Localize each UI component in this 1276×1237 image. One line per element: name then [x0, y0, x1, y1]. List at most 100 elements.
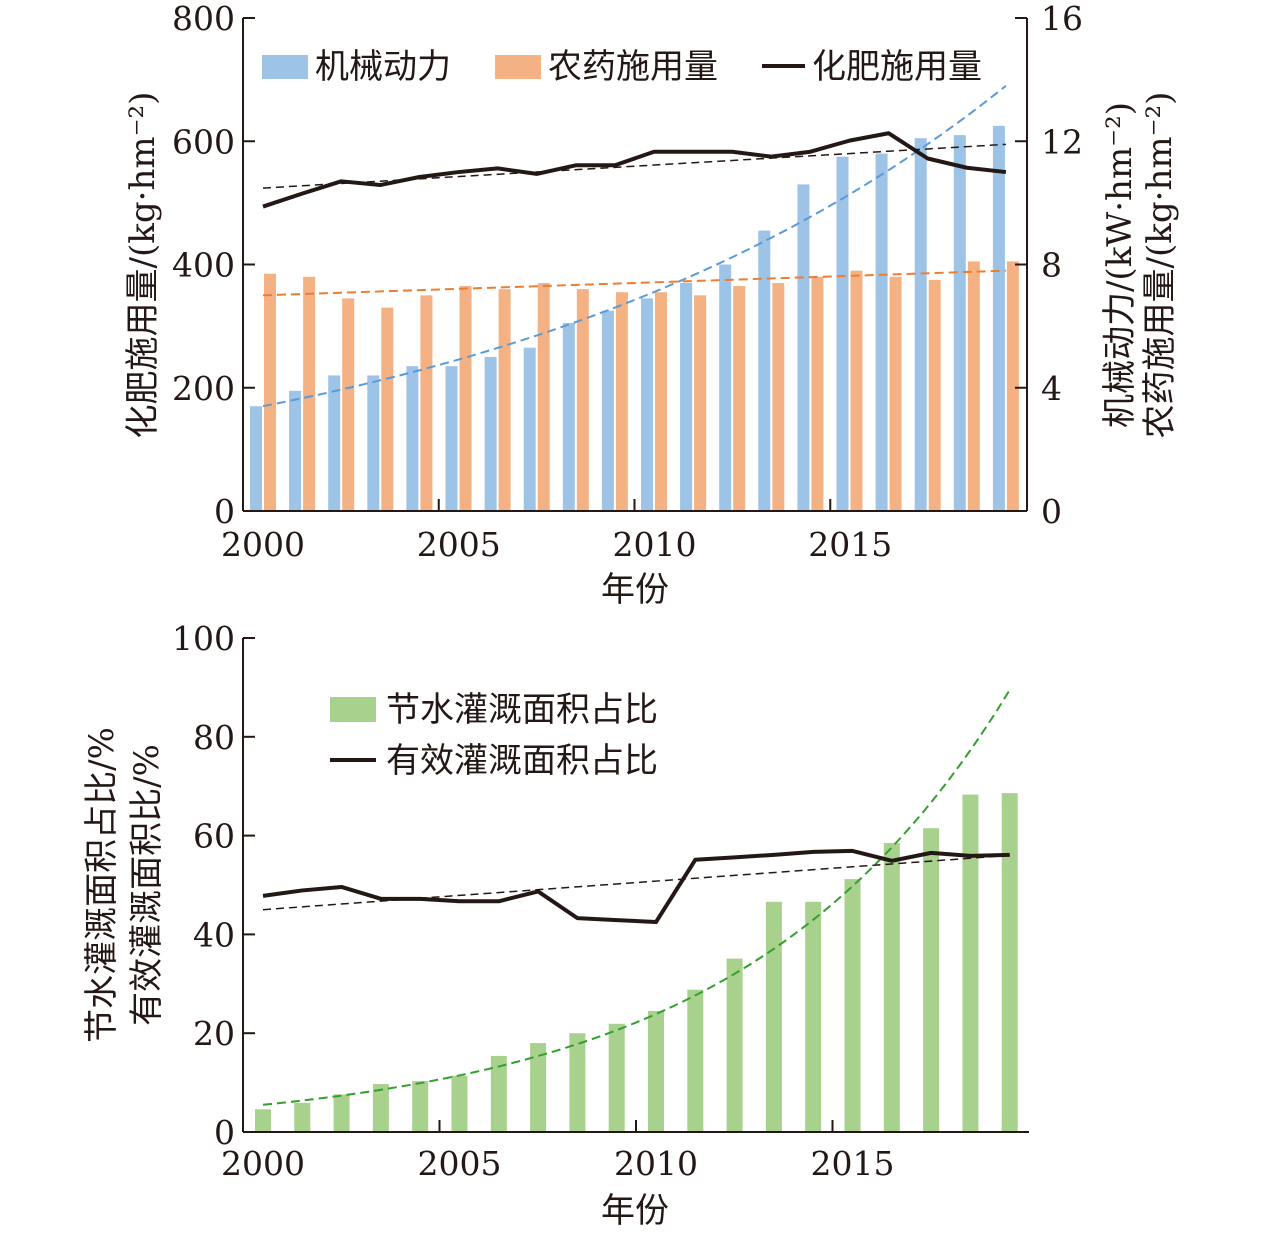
right-tick-label: 4 — [1041, 369, 1062, 408]
pesticide-bar — [303, 276, 316, 511]
machinery-bar — [914, 138, 927, 511]
machinery-bar — [328, 375, 341, 511]
water-saving-bar — [883, 843, 900, 1132]
left-tick-label: 600 — [172, 122, 235, 161]
pesticide-bar — [498, 289, 511, 511]
water-saving-bar — [648, 1010, 664, 1132]
bottom-xlabel: 年份 — [601, 1191, 669, 1231]
bottom-axis-label-2: 有效灌溉面积比/% — [127, 744, 167, 1026]
pesticide-bar — [811, 276, 824, 511]
top-ticks: 0 200 400 600 800 0 4 8 12 16 2000 2005 2010 2015 — [172, 0, 1083, 564]
x-tick-label: 2005 — [418, 1144, 502, 1183]
water-saving-bar — [844, 879, 861, 1132]
left-tick-label: 0 — [214, 1113, 235, 1152]
pesticide-bar — [264, 273, 276, 511]
top-left-axis-label: 化肥施用量/(kg·hm⁻²) — [123, 92, 163, 439]
x-tick-label: 2015 — [811, 1144, 895, 1183]
top-lines — [262, 131, 1007, 209]
fertilizer-line — [262, 131, 1007, 209]
machinery-bar — [250, 406, 262, 511]
water-saving-bar — [372, 1084, 389, 1132]
bottom-ylabel-line1: 节水灌溉面积占比/% — [82, 727, 122, 1043]
pesticide-bar — [459, 286, 472, 511]
left-tick-label: 100 — [172, 619, 235, 658]
pesticide-bar — [537, 282, 550, 511]
machinery-bar — [797, 184, 810, 511]
right-tick-label: 12 — [1041, 122, 1083, 161]
pesticide-bar — [850, 270, 863, 511]
x-tick-label: 2015 — [808, 525, 892, 564]
left-tick-label: 80 — [193, 718, 235, 757]
water-saving-bar — [451, 1075, 468, 1132]
right-tick-label: 16 — [1041, 0, 1083, 38]
top-legend: 机械动力 农药施用量 化肥施用量 — [262, 47, 982, 87]
machinery-bar — [601, 310, 614, 511]
pesticide-bar — [928, 279, 941, 511]
pesticide-bar — [342, 298, 355, 511]
pesticide-bar — [381, 307, 394, 511]
legend-swatch-machinery — [262, 55, 308, 79]
top-bars — [250, 125, 1019, 511]
top-xlabel: 年份 — [601, 570, 669, 610]
top-chart: 0 200 400 600 800 0 4 8 12 16 2000 2005 2010 2015 化肥施… — [123, 0, 1180, 610]
water-saving-bar — [412, 1081, 429, 1132]
water-saving-bar — [294, 1102, 311, 1132]
water-saving-bar — [255, 1109, 271, 1132]
pesticide-bar — [576, 289, 589, 511]
machinery-bar — [953, 135, 966, 511]
pesticide-bar — [694, 295, 707, 511]
machinery-bar — [875, 153, 888, 511]
top-trendlines — [262, 85, 1007, 408]
legend-swatch-pesticide — [495, 55, 541, 79]
machinery-bar — [719, 264, 732, 511]
water-saving-bar — [687, 989, 704, 1132]
machinery-bar — [562, 323, 575, 511]
legend-swatch-water-saving — [330, 697, 376, 722]
water-saving-bar — [805, 901, 822, 1132]
pesticide-bar — [967, 261, 980, 511]
machinery-bar — [289, 390, 302, 511]
legend-label-effective: 有效灌溉面积占比 — [386, 741, 658, 781]
fertilizer-trendline — [262, 143, 1006, 189]
water-saving-bar — [569, 1033, 586, 1132]
pesticide-bar — [615, 292, 628, 511]
machinery-bar — [367, 375, 380, 511]
water-saving-bar — [490, 1055, 507, 1132]
machinery-bar — [523, 347, 536, 511]
legend-label-pesticide: 农药施用量 — [548, 47, 718, 87]
effective-line — [262, 848, 1010, 925]
water-saving-bar — [962, 794, 979, 1132]
machinery-bar — [641, 298, 653, 511]
pesticide-bar — [733, 286, 746, 511]
water-saving-bar — [608, 1023, 625, 1132]
water-saving-bar — [530, 1043, 547, 1132]
bottom-ylabel-line2: 有效灌溉面积比/% — [127, 744, 167, 1026]
left-tick-label: 0 — [214, 492, 235, 531]
x-tick-label: 2005 — [417, 525, 501, 564]
top-axes — [242, 18, 1028, 512]
machinery-bar — [836, 156, 849, 511]
left-tick-label: 400 — [172, 246, 235, 285]
water-saving-bar — [333, 1094, 350, 1132]
bottom-legend: 节水灌溉面积占比 有效灌溉面积占比 — [330, 690, 658, 781]
bottom-ticks: 0 20 40 60 80 100 2000 2005 2010 2015 — [172, 619, 894, 1183]
top-right-axis-label: 机械动力/(kW·hm⁻²) — [1100, 102, 1140, 428]
machinery-bar — [680, 282, 693, 511]
pesticide-bar — [420, 295, 433, 511]
water-saving-bar — [726, 958, 743, 1132]
machinery-trendline — [262, 85, 1007, 408]
water-saving-trendline — [262, 689, 1011, 1106]
x-tick-label: 2000 — [221, 1144, 305, 1183]
x-tick-label: 2000 — [221, 525, 305, 564]
legend-label-fertilizer: 化肥施用量 — [812, 47, 982, 87]
right-tick-label: 0 — [1041, 492, 1062, 531]
left-tick-label: 60 — [193, 817, 235, 856]
legend-label-machinery: 机械动力 — [315, 47, 451, 87]
pesticide-bar — [772, 282, 785, 511]
machinery-bar — [484, 356, 497, 511]
pesticide-bar — [889, 276, 902, 511]
water-saving-bar — [1001, 793, 1018, 1132]
pesticide-bar — [655, 292, 667, 511]
